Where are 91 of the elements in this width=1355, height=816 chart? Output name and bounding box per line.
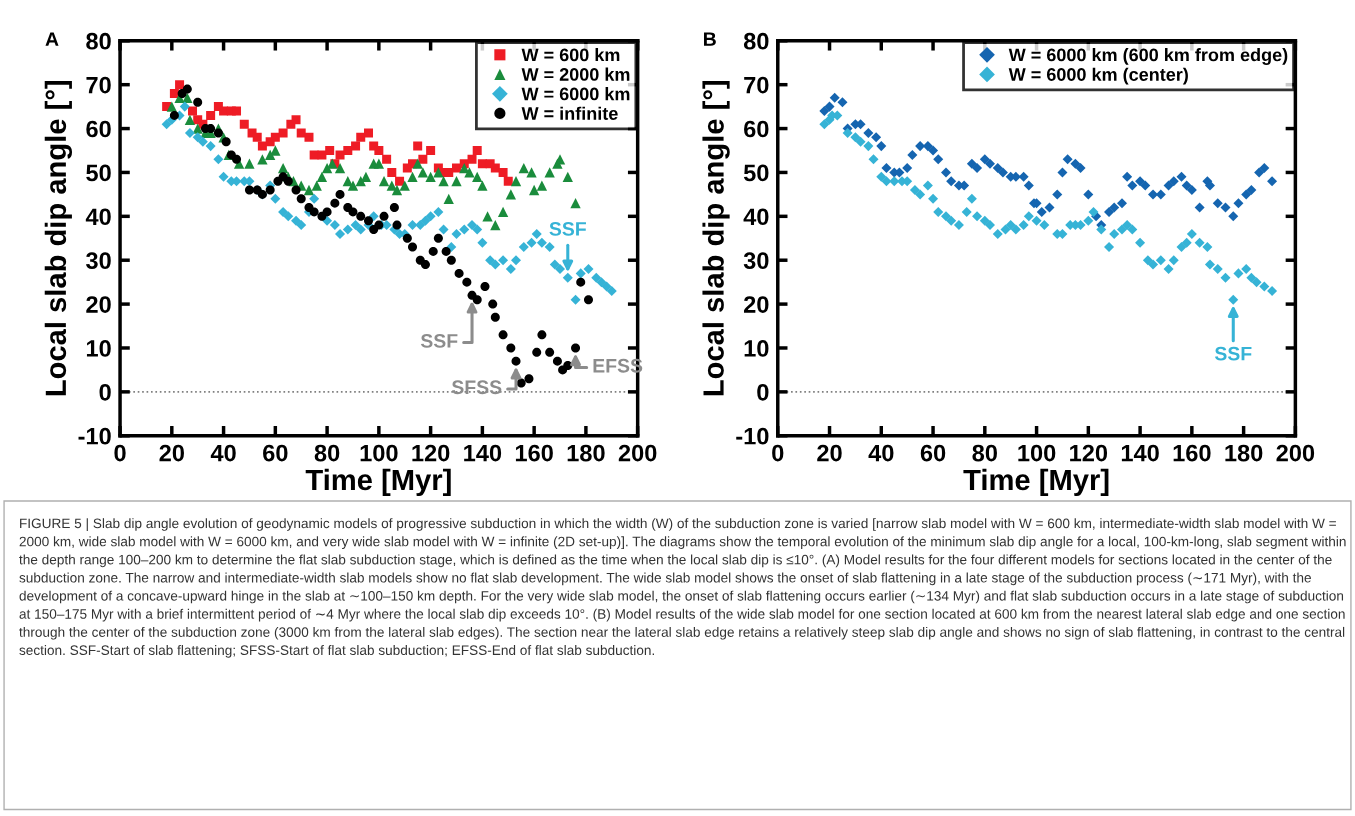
point [188, 106, 198, 116]
point [382, 154, 392, 164]
point [452, 163, 461, 173]
point [472, 146, 482, 156]
point [343, 146, 353, 156]
x-tick-label: 180 [567, 444, 605, 462]
y-tick-label: 20 [86, 296, 111, 313]
x-tick-label: 180 [1225, 444, 1263, 462]
x-tick-label: 140 [464, 444, 502, 462]
y-tick-label: -10 [736, 427, 769, 445]
y-tick-label: -10 [78, 427, 111, 445]
x-tick-label: 60 [263, 444, 288, 462]
y-tick-label: 20 [744, 296, 769, 313]
point [374, 146, 384, 156]
point [206, 110, 216, 120]
point [257, 141, 267, 151]
point [351, 141, 361, 151]
x-tick-label: 0 [772, 444, 784, 462]
point [239, 119, 249, 129]
annotation: SSF [1214, 346, 1252, 361]
point [232, 106, 242, 116]
point [426, 146, 436, 156]
x-tick-label: 200 [1276, 444, 1315, 462]
x-tick-label: 80 [314, 444, 340, 462]
point [413, 141, 423, 151]
y-axis-title: Local slab dip angle [°] [702, 80, 730, 396]
point [467, 154, 477, 164]
x-tick-label: 0 [114, 444, 126, 462]
y-tick-label: 0 [99, 383, 111, 401]
point [325, 146, 335, 156]
point [498, 167, 508, 177]
point [296, 128, 306, 138]
y-tick-label: 50 [743, 164, 769, 182]
point [364, 128, 374, 138]
legend-label: W = 2000 km [521, 67, 630, 81]
x-tick-label: 100 [360, 444, 398, 462]
point [270, 132, 280, 142]
x-tick-label: 120 [412, 444, 450, 462]
y-tick-label: 80 [86, 32, 111, 50]
y-axis-title: Local slab dip angle [°] [44, 80, 73, 396]
legend-label: W = 6000 km (600 km from edge) [1008, 48, 1288, 65]
x-tick-label: 140 [1121, 444, 1159, 462]
point [418, 154, 428, 164]
y-tick-label: 60 [86, 120, 111, 138]
point [503, 176, 513, 186]
point [291, 115, 301, 125]
y-tick-label: 80 [743, 32, 769, 50]
y-tick-label: 30 [86, 252, 111, 270]
legend-label: W = 6000 km [521, 87, 630, 101]
point [387, 167, 397, 177]
point [317, 150, 327, 160]
y-tick-label: 70 [86, 76, 111, 94]
x-axis-title: Time [Myr] [305, 468, 451, 497]
legend-label: W = infinite [521, 106, 618, 120]
caption: FIGURE 5 | Slab dip angle evolution of geodynamic models of progressive subduction in which the width (W) of the subduction zone is varied [narrow slab model with W = 600 km, intermediate-width slab model with W = 2000 km, wide slab model with W = 6000 km, and very wide slab model with W = infinite (2D set-up)]. The diagrams show the temporal evolution of the minimum slab dip angle for a local, 100-km-long, slab segment within the depth range 100–200 km to determine the flat slab subduction stage, which is defined as the time when the local slab dip is ≤10°. (A) Model results for the four different models for sections located in the center of the subduction zone. The narrow and intermediate-width slab models show no flat slab development. The wide slab model shows the onset of slab flattening in a late stage of the subduction process (∼171 Myr), with the development of a concave-upward hinge in the slab at ∼100–150 km depth. For the very wide slab model, the onset of slab flattening occurs earlier (∼134 Myr) and flat slab subduction occurs in a late stage of subduction at 150–175 Myr with a brief intermittent period of ∼4 Myr where the local slab dip exceeds 10°. (B) Model results of the wide slab model for one section located at 600 km from the nearest lateral slab edge and one section through the center of the subduction zone (3000 km from the lateral slab edges). The section near the lateral slab edge retains a relatively steep slab dip angle and shows no sign of slab flattening, in contrast to the central section. SSF-Start of slab flattening; SFSS-Start of flat slab subduction; EFSS-End of flat slab subduction. [19, 518, 1346, 658]
x-tick-label: 160 [1173, 444, 1211, 462]
y-tick-label: 40 [743, 208, 769, 226]
y-tick-label: 40 [85, 208, 111, 226]
x-tick-label: 60 [920, 444, 946, 462]
x-tick-label: 40 [868, 444, 894, 462]
x-axis-title: Time [Myr] [963, 468, 1109, 497]
point [356, 132, 366, 142]
point [490, 163, 500, 173]
annotation: SFSS [451, 380, 502, 395]
point [175, 80, 185, 90]
y-tick-label: 60 [744, 120, 769, 138]
legend-label: W = 6000 km (center) [1008, 67, 1188, 85]
x-tick-label: 20 [159, 444, 184, 462]
x-tick-label: 20 [817, 444, 842, 462]
y-tick-label: 0 [757, 383, 769, 401]
y-tick-label: 10 [744, 340, 769, 357]
chart-title: A [45, 32, 59, 46]
x-tick-label: 100 [1018, 444, 1056, 462]
y-tick-label: 30 [743, 252, 769, 270]
x-tick-label: 80 [972, 444, 997, 462]
x-tick-label: 120 [1070, 444, 1108, 462]
point [278, 128, 288, 138]
annotation: SSF [549, 221, 586, 236]
chart-title: B [704, 32, 716, 46]
x-tick-label: 40 [210, 444, 236, 462]
point [169, 88, 179, 98]
point [395, 176, 405, 186]
x-tick-label: 160 [515, 444, 553, 462]
legend-label: W = 600 km [521, 48, 620, 62]
point [252, 132, 262, 142]
y-tick-label: 50 [86, 164, 111, 182]
annotation: SSF [420, 333, 458, 348]
y-tick-label: 10 [86, 340, 111, 357]
y-tick-label: 70 [744, 76, 769, 94]
x-tick-label: 200 [618, 444, 657, 462]
point [304, 132, 314, 142]
